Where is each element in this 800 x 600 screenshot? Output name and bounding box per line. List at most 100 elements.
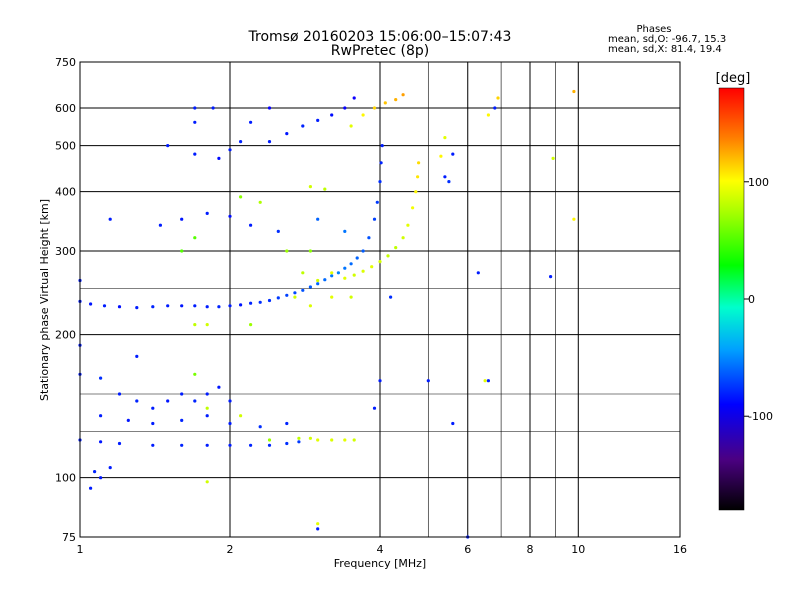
data-point bbox=[308, 185, 312, 189]
data-point bbox=[117, 305, 122, 309]
data-point bbox=[401, 236, 405, 240]
data-point bbox=[323, 278, 327, 282]
data-point bbox=[343, 438, 347, 442]
data-point bbox=[394, 246, 398, 250]
data-point bbox=[330, 438, 334, 442]
data-point bbox=[316, 522, 320, 526]
data-point bbox=[375, 200, 379, 204]
phases-x-stats: mean, sd,X: 81.4, 19.4 bbox=[608, 44, 722, 55]
data-point bbox=[285, 293, 289, 297]
data-point bbox=[151, 305, 155, 309]
data-point bbox=[228, 399, 232, 403]
y-tick-label: 600 bbox=[55, 102, 76, 115]
data-point bbox=[267, 438, 272, 442]
data-point bbox=[343, 229, 347, 233]
data-point bbox=[316, 118, 320, 122]
data-point bbox=[135, 306, 139, 310]
data-point bbox=[180, 392, 184, 396]
x-tick-labels: 1 2 4 6 8 10 16 bbox=[77, 543, 688, 556]
data-point bbox=[316, 217, 320, 221]
data-point bbox=[276, 229, 280, 233]
y-tick-label: 100 bbox=[55, 472, 76, 485]
data-point bbox=[330, 274, 334, 278]
data-point bbox=[267, 106, 272, 110]
data-point bbox=[205, 443, 209, 447]
data-point bbox=[158, 223, 162, 227]
data-point bbox=[193, 120, 197, 124]
data-point bbox=[267, 140, 272, 144]
phases-heading: Phases bbox=[636, 24, 671, 35]
data-point bbox=[228, 443, 232, 447]
data-point bbox=[285, 249, 289, 253]
data-point bbox=[293, 291, 297, 295]
data-point bbox=[301, 288, 305, 292]
data-point bbox=[239, 195, 243, 199]
data-point bbox=[193, 372, 197, 376]
data-point bbox=[126, 418, 130, 422]
chart-title-line2: RwPretec (8p) bbox=[331, 43, 429, 59]
phase-colorbar bbox=[718, 87, 745, 511]
data-point bbox=[180, 249, 184, 253]
data-point bbox=[217, 385, 221, 389]
data-point bbox=[205, 392, 209, 396]
grid bbox=[80, 62, 680, 537]
data-point bbox=[416, 175, 420, 179]
plot-frame bbox=[79, 61, 681, 538]
data-point bbox=[378, 260, 382, 264]
data-point bbox=[180, 217, 184, 221]
data-point bbox=[180, 418, 184, 422]
data-point bbox=[343, 266, 347, 270]
y-tick-label: 500 bbox=[55, 140, 76, 153]
data-point bbox=[406, 223, 410, 227]
data-point bbox=[249, 223, 253, 227]
data-point bbox=[249, 301, 253, 305]
data-point bbox=[401, 93, 405, 97]
data-point bbox=[316, 438, 320, 442]
data-point bbox=[451, 421, 455, 426]
data-point bbox=[355, 256, 359, 260]
data-point bbox=[352, 438, 356, 442]
data-point bbox=[336, 271, 340, 275]
data-point bbox=[180, 304, 184, 308]
data-point bbox=[239, 414, 243, 418]
data-point bbox=[249, 323, 253, 327]
data-point bbox=[483, 379, 487, 383]
data-point bbox=[267, 298, 272, 303]
data-point bbox=[372, 106, 377, 110]
data-point bbox=[349, 262, 353, 266]
data-point bbox=[258, 425, 262, 429]
data-point bbox=[193, 323, 197, 327]
colorbar-unit-label: [deg] bbox=[716, 71, 751, 86]
data-point bbox=[193, 304, 197, 308]
phases-o-stats: mean, sd,O: -96.7, 15.3 bbox=[608, 34, 726, 45]
data-point bbox=[228, 304, 232, 308]
data-point bbox=[316, 282, 320, 286]
x-tick-label: 1 bbox=[77, 543, 84, 556]
data-point bbox=[308, 304, 312, 308]
data-point bbox=[285, 441, 289, 446]
x-axis-label: Frequency [MHz] bbox=[334, 557, 426, 570]
data-point bbox=[572, 89, 576, 94]
x-tick-label: 10 bbox=[571, 543, 585, 556]
data-point bbox=[166, 399, 170, 403]
data-point bbox=[166, 304, 170, 308]
data-point bbox=[205, 305, 209, 309]
y-tick-labels: 75 100 200 300 400 500 600 750 bbox=[55, 56, 76, 544]
chart-title-line1: Tromsø 20160203 15:06:00–15:07:43 bbox=[248, 29, 512, 45]
data-point bbox=[135, 399, 139, 403]
data-point bbox=[486, 379, 490, 383]
data-point bbox=[493, 106, 497, 110]
data-point bbox=[330, 113, 334, 117]
data-point bbox=[217, 156, 221, 160]
x-tick-label: 4 bbox=[377, 543, 384, 556]
data-point bbox=[205, 414, 209, 418]
data-point bbox=[99, 414, 103, 418]
data-point bbox=[205, 480, 209, 484]
data-point bbox=[93, 470, 97, 474]
y-tick-label: 200 bbox=[55, 329, 76, 342]
data-point bbox=[297, 440, 301, 444]
data-point bbox=[308, 285, 312, 289]
data-point bbox=[316, 278, 320, 283]
data-point bbox=[135, 354, 139, 358]
